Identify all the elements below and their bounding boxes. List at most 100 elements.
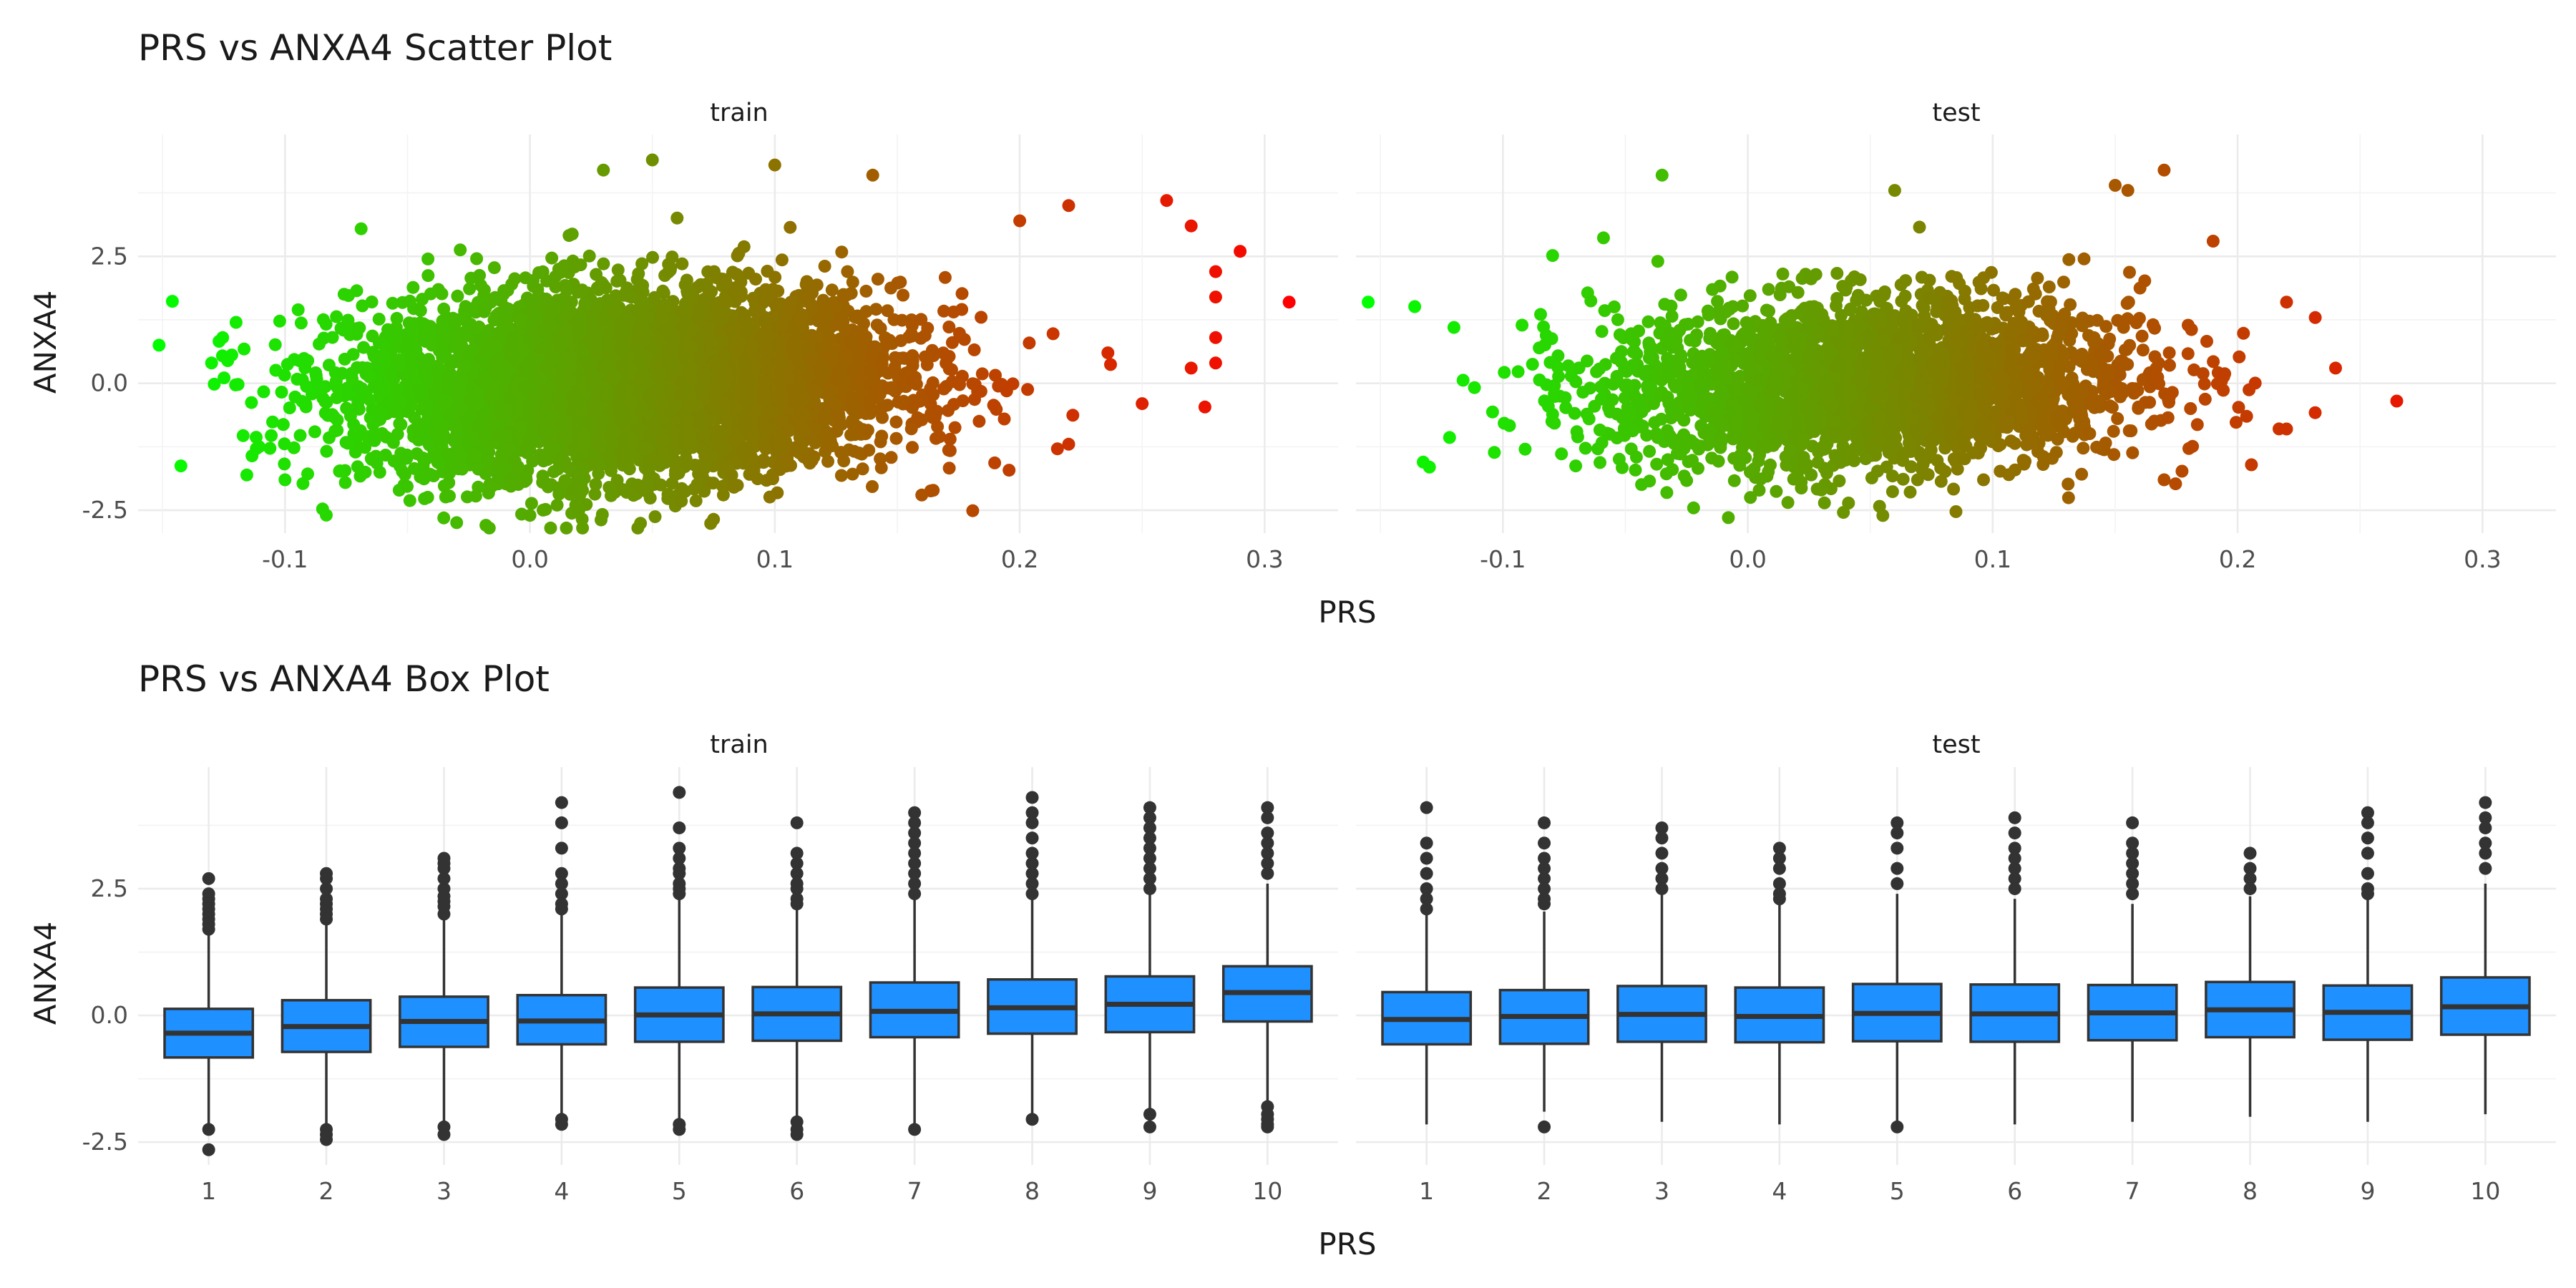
- scatter-point: [895, 313, 909, 327]
- scatter-point: [856, 462, 869, 476]
- scatter-point: [656, 445, 669, 459]
- scatter-point: [238, 342, 251, 356]
- scatter-point: [351, 396, 365, 410]
- scatter-point: [989, 369, 1002, 382]
- scatter-point: [318, 406, 332, 420]
- scatter-point: [240, 468, 253, 482]
- scatter-point: [975, 311, 988, 324]
- scatter-point: [330, 310, 343, 323]
- scatter-point: [732, 246, 746, 260]
- scatter-point: [278, 457, 291, 471]
- scatter-point: [602, 481, 616, 494]
- scatter-point: [308, 425, 321, 439]
- scatter-point: [582, 415, 595, 429]
- scatter-point: [348, 445, 362, 459]
- scatter-point: [512, 460, 525, 474]
- scatter-point: [859, 284, 873, 298]
- scatter-point: [571, 469, 585, 483]
- scatter-x-tick-label: 0.1: [756, 545, 794, 573]
- scatter-point: [834, 469, 848, 482]
- scatter-point: [297, 352, 311, 365]
- scatter-point: [278, 437, 291, 451]
- scatter-point: [406, 280, 420, 294]
- scatter-point: [943, 444, 957, 457]
- scatter-point: [759, 394, 773, 408]
- scatter-points-train: [152, 153, 1296, 535]
- scatter-point: [611, 263, 625, 277]
- scatter-point: [766, 472, 779, 485]
- scatter-x-tick-label: 0.3: [1246, 545, 1283, 573]
- scatter-point: [608, 369, 622, 383]
- scatter-point: [291, 303, 305, 316]
- scatter-point: [437, 511, 451, 525]
- scatter-point: [866, 403, 879, 416]
- scatter-point: [627, 489, 640, 502]
- scatter-point: [988, 399, 1001, 413]
- scatter-point: [354, 222, 368, 235]
- scatter-point: [455, 462, 469, 476]
- scatter-y-tick-label: -2.5: [82, 496, 128, 524]
- scatter-point: [749, 273, 762, 286]
- scatter-point: [655, 312, 668, 326]
- scatter-point: [273, 314, 286, 328]
- scatter-point: [406, 358, 420, 371]
- scatter-point: [776, 415, 789, 429]
- scatter-point: [597, 257, 610, 270]
- scatter-point: [906, 441, 919, 454]
- scatter-point: [463, 282, 477, 296]
- scatter-point: [514, 316, 527, 329]
- scatter-facet-label-test: test: [1932, 99, 1980, 127]
- scatter-point: [757, 293, 771, 306]
- scatter-point: [694, 278, 708, 291]
- scatter-point: [906, 358, 919, 372]
- scatter-point: [662, 265, 675, 279]
- scatter-point: [316, 391, 330, 405]
- scatter-point: [245, 396, 258, 409]
- scatter-point: [403, 494, 416, 507]
- scatter-point: [470, 252, 484, 265]
- scatter-point: [972, 414, 986, 428]
- scatter-point: [340, 401, 353, 415]
- scatter-point: [257, 385, 270, 399]
- scatter-point: [646, 250, 659, 264]
- scatter-point: [840, 288, 854, 302]
- scatter-point: [218, 371, 231, 385]
- scatter-point: [704, 517, 718, 530]
- scatter-point: [914, 313, 928, 326]
- scatter-y-tick-label: 0.0: [91, 369, 128, 397]
- scatter-point: [417, 472, 431, 486]
- scatter-point: [390, 311, 404, 325]
- scatter-point: [1046, 327, 1060, 341]
- scatter-point: [1101, 346, 1115, 360]
- scatter-point: [525, 326, 539, 339]
- scatter-point: [276, 418, 290, 431]
- scatter-point: [830, 318, 843, 331]
- scatter-point: [319, 318, 333, 331]
- scatter-point: [940, 380, 953, 393]
- scatter-point: [479, 519, 493, 532]
- scatter-point: [823, 334, 836, 348]
- scatter-point: [575, 283, 589, 297]
- scatter-point: [942, 321, 956, 333]
- scatter-point: [575, 343, 587, 357]
- scatter-point: [918, 350, 932, 364]
- scatter-point: [595, 513, 608, 527]
- scatter-point: [268, 338, 282, 351]
- scatter-point: [599, 281, 613, 295]
- scatter-point: [904, 422, 918, 436]
- scatter-point: [906, 374, 919, 387]
- scatter-point: [545, 251, 559, 265]
- scatter-point: [582, 249, 596, 263]
- scatter-point: [567, 260, 581, 274]
- scatter-point: [437, 326, 451, 339]
- scatter-point: [952, 326, 966, 340]
- scatter-point: [881, 304, 894, 318]
- scatter-point: [1002, 464, 1016, 477]
- scatter-point: [386, 296, 399, 310]
- scatter-point: [841, 265, 854, 278]
- scatter-point: [565, 228, 579, 241]
- scatter-point: [806, 286, 819, 300]
- scatter-point: [691, 312, 704, 326]
- scatter-point: [769, 270, 782, 284]
- scatter-point: [904, 327, 918, 341]
